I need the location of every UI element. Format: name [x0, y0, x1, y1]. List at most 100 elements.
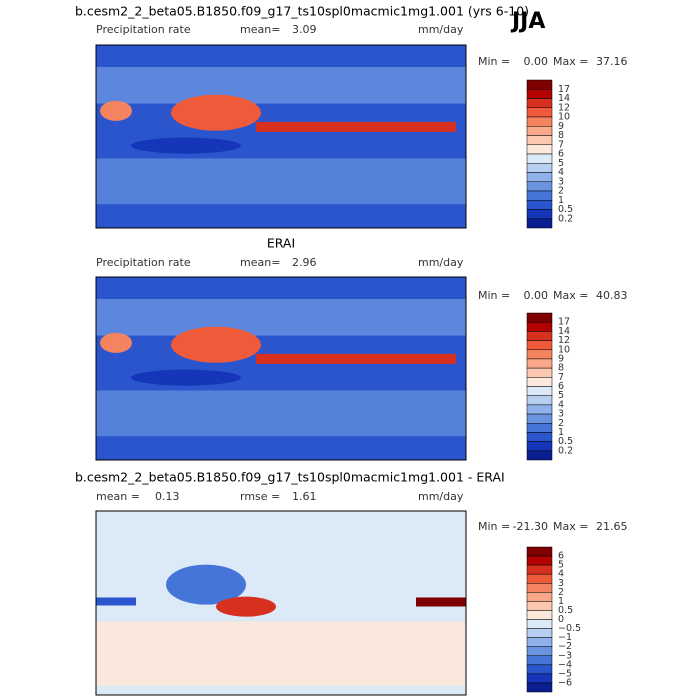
map — [95, 510, 467, 696]
map-band — [96, 621, 466, 686]
min-label: Min = — [478, 55, 510, 68]
map-feature — [131, 137, 241, 154]
colorbar-label: −4 — [558, 659, 572, 670]
mean-value: 0.13 — [155, 490, 180, 503]
panel-title: ERAI — [267, 236, 295, 251]
colorbar-box — [526, 555, 553, 566]
colorbar-label: 3 — [558, 578, 564, 589]
min-label: Min = — [478, 520, 510, 533]
min-value: 0.00 — [524, 289, 549, 302]
colorbar-label: 7 — [558, 139, 564, 150]
colorbar-box — [526, 637, 553, 647]
colorbar-label: 5 — [558, 390, 564, 401]
map-feature — [171, 326, 261, 363]
colorbar-box — [526, 331, 553, 341]
max-value: 21.65 — [596, 520, 628, 533]
colorbar-box — [526, 395, 553, 406]
colorbar-label: 3 — [558, 176, 564, 187]
colorbar-label: 9 — [558, 353, 564, 364]
colorbar-box — [526, 181, 553, 192]
min-value: -21.30 — [513, 520, 548, 533]
colorbar-box — [526, 441, 553, 452]
colorbar-box — [526, 377, 553, 387]
colorbar-label: 2 — [558, 418, 564, 429]
colorbar-box — [526, 340, 553, 350]
colorbar-box — [526, 321, 553, 332]
colorbar-label: −2 — [558, 641, 572, 652]
colorbar-box — [526, 218, 553, 229]
map — [95, 44, 467, 229]
map-feature — [131, 369, 241, 386]
colorbar-label: 4 — [558, 569, 564, 580]
map — [95, 276, 467, 461]
colorbar-label: 12 — [558, 335, 570, 346]
colorbar-label: 4 — [558, 167, 564, 178]
colorbar-box — [526, 190, 553, 201]
mean-value: 2.96 — [292, 256, 317, 269]
colorbar-box — [526, 349, 553, 360]
panel-title: b.cesm2_2_beta05.B1850.f09_g17_ts10spl0m… — [75, 4, 529, 19]
colorbar-label: 0.5 — [558, 204, 573, 215]
units: mm/day — [418, 490, 464, 503]
map-feature — [166, 564, 246, 605]
map-band — [416, 597, 466, 607]
colorbar-label: 0 — [558, 614, 564, 625]
colorbar-box — [526, 619, 553, 629]
rmse-label: rmse = — [240, 490, 280, 503]
map-feature — [100, 332, 132, 353]
colorbar-box — [526, 386, 553, 396]
colorbar-label: 4 — [558, 399, 564, 410]
colorbar-box — [526, 144, 553, 155]
field-name: Precipitation rate — [96, 256, 191, 269]
field-name: Precipitation rate — [96, 23, 191, 36]
colorbar-label: 3 — [558, 409, 564, 420]
map-band — [96, 390, 466, 437]
colorbar-label: 1 — [558, 596, 564, 607]
colorbar-box — [526, 432, 553, 442]
colorbar-box — [526, 89, 553, 99]
colorbar-box — [526, 116, 553, 127]
max-value: 40.83 — [596, 289, 628, 302]
colorbar-label: 0.2 — [558, 213, 573, 224]
colorbar-box — [526, 153, 553, 164]
colorbar-box — [526, 646, 553, 656]
colorbar-label: 5 — [558, 158, 564, 169]
colorbar-label: 1 — [558, 195, 564, 206]
colorbar-label: −5 — [558, 668, 572, 679]
mean-label: mean= — [240, 23, 280, 36]
colorbar-box — [526, 404, 553, 415]
rmse-value: 1.61 — [292, 490, 317, 503]
colorbar-box — [526, 423, 553, 433]
mean-value: 3.09 — [292, 23, 317, 36]
mean-label: mean= — [240, 256, 280, 269]
colorbar-label: 0.2 — [558, 445, 573, 456]
map-band — [96, 597, 136, 606]
colorbar-label: 17 — [558, 84, 570, 95]
mean-label: mean = — [96, 490, 140, 503]
colorbar-label: −0.5 — [558, 623, 581, 634]
colorbar-box — [526, 135, 553, 145]
colorbar-box — [526, 413, 553, 424]
colorbar-label: 0.5 — [558, 605, 573, 616]
colorbar-box — [526, 664, 553, 675]
map-itcz — [256, 353, 456, 364]
colorbar-label: 0.5 — [558, 436, 573, 447]
map-band — [96, 298, 466, 336]
colorbar-box — [526, 126, 553, 136]
colorbar-box — [526, 209, 553, 219]
colorbar-label: 7 — [558, 372, 564, 383]
colorbar-label: 6 — [558, 381, 564, 392]
colorbar-box — [526, 573, 553, 584]
min-value: 0.00 — [524, 55, 549, 68]
colorbar-box — [526, 628, 553, 638]
colorbar-label: 2 — [558, 587, 564, 598]
panel-title: b.cesm2_2_beta05.B1850.f09_g17_ts10spl0m… — [75, 470, 505, 485]
units: mm/day — [418, 23, 464, 36]
colorbar-box — [526, 610, 553, 620]
map-frame — [95, 44, 467, 229]
colorbar-label: −3 — [558, 650, 572, 661]
colorbar-box — [526, 172, 553, 182]
colorbar-box — [526, 673, 553, 684]
colorbar-label: 10 — [558, 112, 570, 123]
units: mm/day — [418, 256, 464, 269]
